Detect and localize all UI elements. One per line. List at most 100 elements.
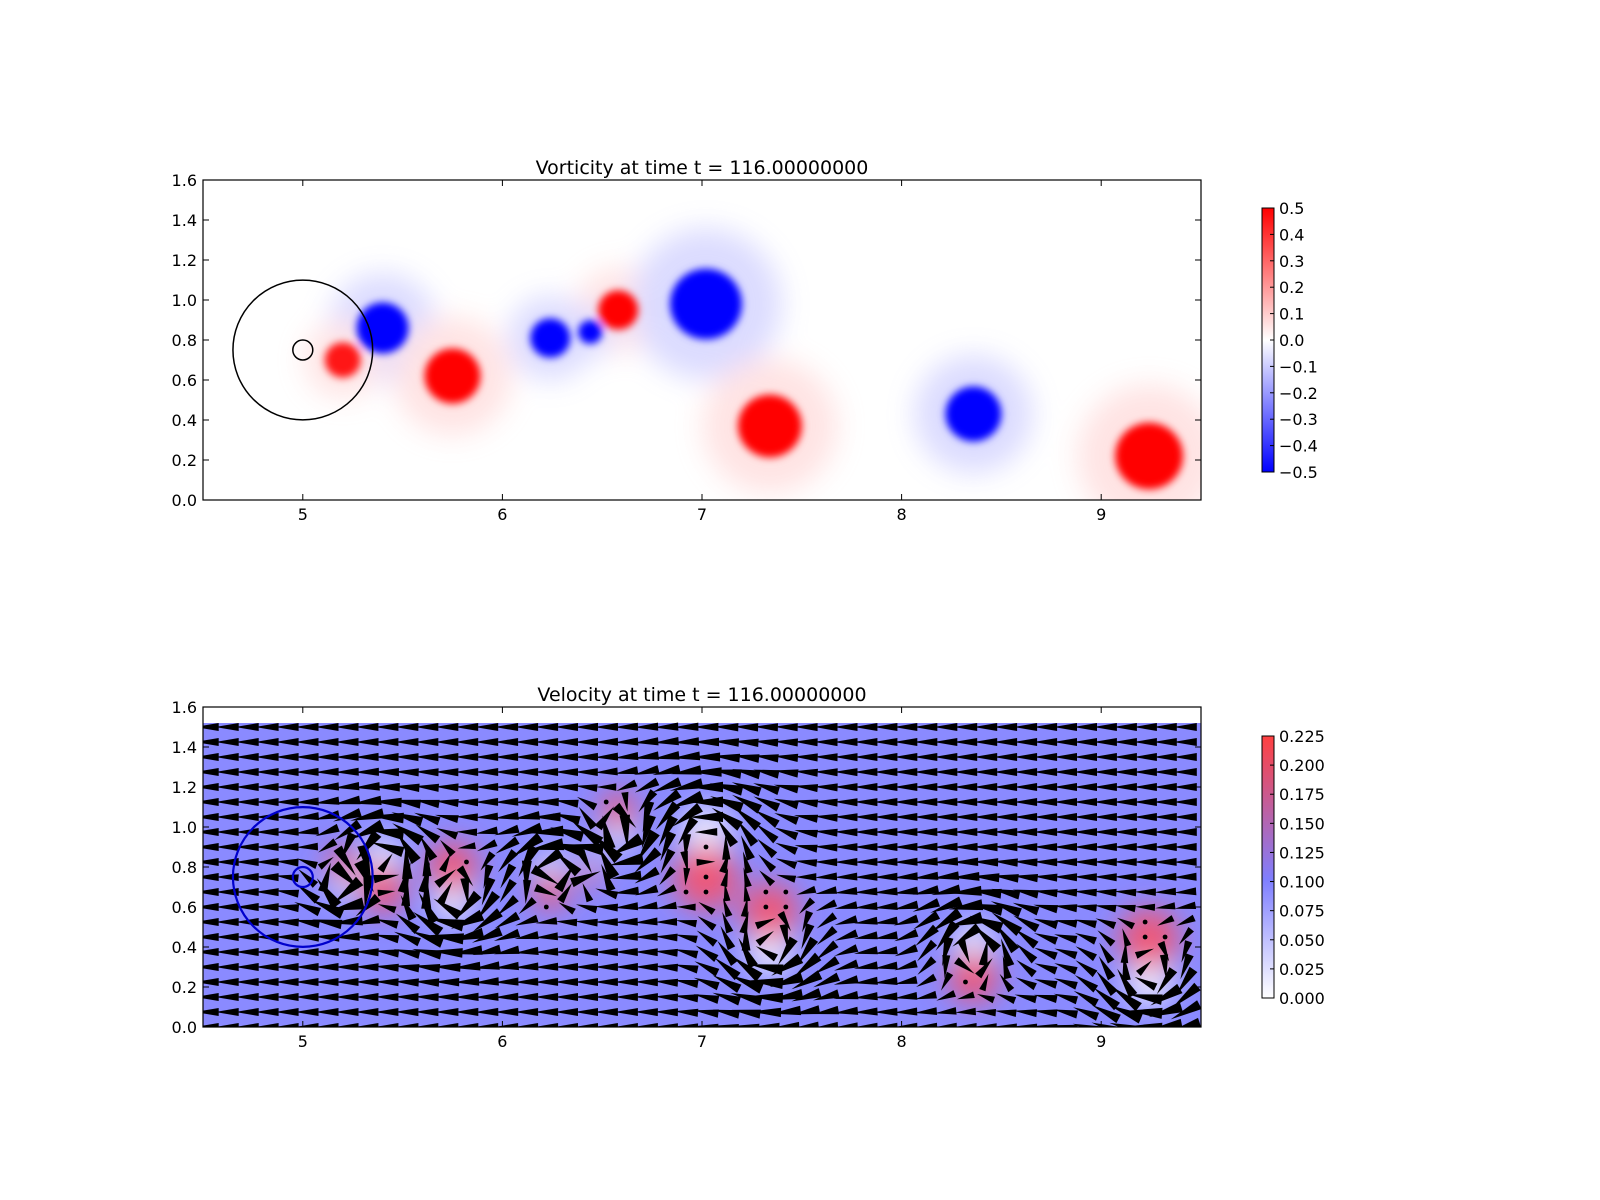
quiver-arrow	[714, 957, 741, 981]
quiver-arrow	[1093, 873, 1117, 882]
quiver-arrow	[514, 797, 539, 806]
quiver-arrow	[235, 843, 259, 851]
quiver-arrow	[514, 962, 539, 971]
quiver-arrow	[275, 797, 299, 806]
quiver-arrow	[1094, 904, 1117, 913]
quiver-arrow	[494, 811, 519, 820]
quiver-arrow	[518, 897, 537, 915]
quiver-arrow	[953, 798, 978, 806]
quiver-arrow	[834, 738, 858, 746]
negative-vortex	[530, 318, 571, 358]
quiver-arrow	[1073, 858, 1097, 867]
quiver-arrow	[1054, 948, 1078, 960]
quiver-arrow	[391, 812, 424, 827]
quiver-arrow	[315, 723, 339, 731]
quiver-arrow	[1154, 887, 1177, 896]
quiver-arrow	[1153, 843, 1177, 851]
quiver-arrow	[1073, 828, 1097, 836]
quiver-arrow	[594, 903, 618, 912]
quiver-arrow	[893, 914, 919, 926]
reference-circle	[231, 806, 374, 948]
quiver-arrow	[854, 872, 878, 881]
quiver-arrow	[215, 858, 239, 866]
quiver-arrow	[235, 723, 259, 731]
quiver-arrow	[993, 738, 1018, 746]
quiver-arrow	[432, 963, 461, 972]
quiver-arrow	[275, 812, 299, 821]
quiver-arrow	[393, 949, 421, 959]
colorbar-tick-label: −0.2	[1279, 384, 1318, 403]
quiver-arrow	[732, 794, 762, 814]
quiver-arrow	[873, 798, 898, 806]
quiver-arrow	[295, 782, 319, 791]
quiver-arrow	[314, 948, 339, 957]
quiver-dot	[1162, 934, 1168, 940]
quiver-arrow	[814, 858, 838, 867]
quiver-arrow	[1053, 1009, 1078, 1019]
quiver-arrow	[912, 885, 940, 895]
quiver-arrow	[683, 867, 691, 886]
quiver-arrow	[594, 1008, 618, 1016]
quiver-arrow	[1173, 872, 1197, 881]
quiver-arrow	[750, 1007, 782, 1018]
reference-circle	[291, 865, 314, 889]
quiver-arrow	[514, 931, 539, 940]
quiver-arrow	[235, 978, 259, 986]
quiver-arrow	[476, 839, 498, 852]
quiver-arrow	[511, 822, 543, 837]
quiver-arrow	[1013, 798, 1038, 806]
quiver-arrow	[854, 916, 878, 925]
quiver-arrow	[594, 737, 619, 746]
quiver-dot	[1142, 934, 1148, 940]
quiver-arrow	[1133, 783, 1157, 791]
quiver-arrow	[978, 938, 988, 966]
quiver-arrow	[473, 961, 500, 970]
quiver-arrow	[773, 769, 799, 778]
quiver-arrow	[1074, 975, 1099, 993]
quiver-arrow	[414, 993, 439, 1002]
quiver-arrow	[1014, 1009, 1038, 1018]
quiver-dot	[703, 844, 709, 850]
quiver-arrow	[1153, 813, 1177, 821]
quiver-arrow	[534, 753, 559, 761]
quiver-arrow	[434, 869, 457, 888]
quiver-arrow	[753, 796, 781, 812]
quiver-arrow	[454, 783, 479, 792]
quiver-arrow	[203, 753, 219, 761]
quiver-arrow	[934, 1007, 957, 1015]
quiver-arrow	[994, 1023, 1017, 1027]
quiver-arrow	[1073, 1007, 1099, 1021]
quiver-arrow	[355, 893, 381, 917]
quiver-arrow	[813, 783, 838, 792]
y-tick-label: 0.8	[172, 858, 197, 877]
quiver-arrow	[534, 723, 559, 731]
quiver-arrow	[449, 927, 485, 941]
quiver-arrow	[759, 870, 776, 887]
quiver-dot	[1142, 919, 1148, 925]
quiver-arrow	[1053, 858, 1078, 867]
quiver-arrow	[294, 797, 319, 806]
quiver-arrow	[481, 876, 496, 906]
quiver-arrow	[414, 738, 439, 746]
quiver-arrow	[335, 1023, 359, 1027]
quiver-arrow	[215, 888, 239, 896]
quiver-arrow	[953, 828, 978, 836]
y-tick-label: 1.0	[172, 291, 197, 310]
quiver-arrow	[1053, 904, 1078, 913]
quiver-arrow	[499, 878, 517, 903]
quiver-arrow	[1013, 723, 1038, 731]
quiver-arrow	[993, 768, 1018, 776]
quiver-arrow	[1133, 828, 1157, 836]
quiver-arrow	[350, 808, 385, 821]
quiver-arrow	[574, 722, 598, 731]
quiver-arrow	[402, 845, 413, 880]
quiver-arrow	[893, 842, 918, 851]
quiver-arrow	[1033, 828, 1058, 836]
y-tick-label: 1.0	[172, 818, 197, 837]
quiver-arrow	[296, 883, 321, 904]
quiver-arrow	[913, 910, 941, 930]
quiver-arrow	[554, 738, 578, 746]
quiver-arrow	[613, 886, 639, 895]
quiver-arrow	[554, 768, 578, 776]
quiver-arrow	[255, 963, 279, 971]
